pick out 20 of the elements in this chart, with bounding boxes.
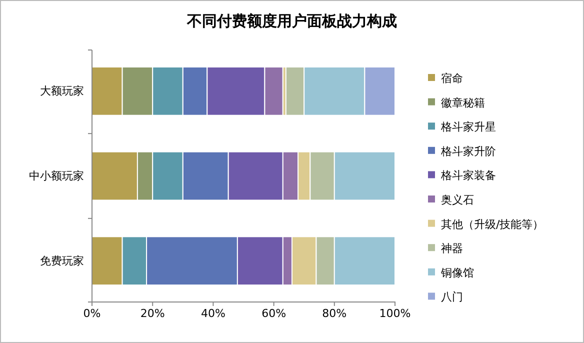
x-tick-label: 20% (140, 306, 165, 320)
legend-label: 奥义石 (441, 194, 474, 206)
x-tick-label: 0% (83, 306, 101, 320)
legend-label: 八门 (441, 290, 463, 304)
x-tick-label: 100% (379, 306, 411, 320)
x-tick-label: 40% (200, 306, 226, 320)
legend-label: 格斗家升阶 (440, 144, 496, 158)
legend-label: 格斗家装备 (440, 169, 496, 182)
y-tick-label: 免费玩家 (40, 254, 84, 268)
x-tick-label: 80% (322, 306, 347, 320)
y-tick-label: 中小额玩家 (29, 170, 84, 183)
legend-label: 徽章秘籍 (441, 96, 485, 110)
chart-title: 不同付费额度用户面板战力构成 (186, 12, 397, 30)
legend-label: 宿命 (441, 72, 463, 85)
y-tick-label: 大额玩家 (40, 84, 84, 98)
x-tick-label: 60% (262, 306, 286, 320)
legend-label: 格斗家升星 (440, 120, 496, 134)
legend-label: 铜像馆 (440, 266, 474, 280)
legend-label: 神器 (441, 242, 463, 256)
legend-label: 其他（升级/技能等） (441, 218, 544, 231)
